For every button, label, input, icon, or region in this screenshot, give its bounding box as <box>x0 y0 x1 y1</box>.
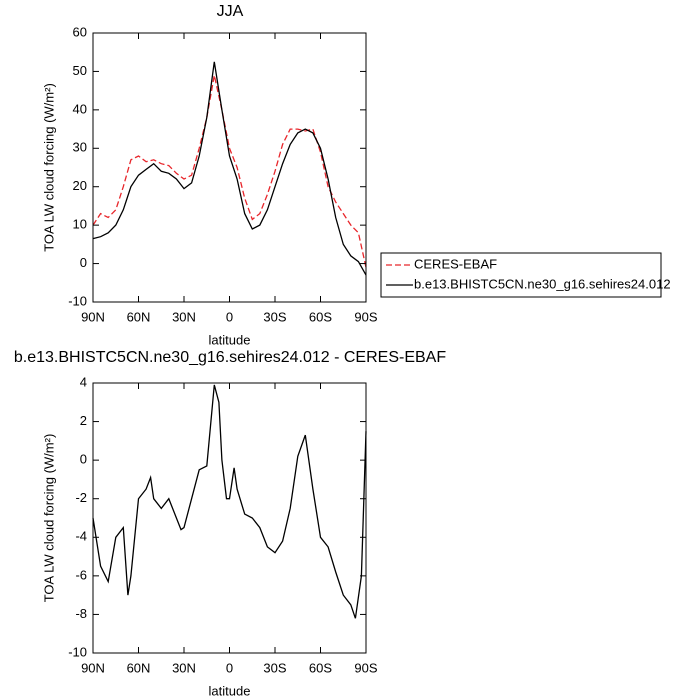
x-tick-label: 90S <box>354 309 377 324</box>
y-tick-label: 20 <box>73 178 87 193</box>
y-tick-label: 0 <box>80 255 87 270</box>
y-tick-label: 4 <box>80 374 87 389</box>
data-line <box>92 75 367 268</box>
y-tick-label: -10 <box>68 293 87 308</box>
x-axis-label: latitude <box>209 683 251 698</box>
y-tick-label: 10 <box>73 217 87 232</box>
y-tick-label: 0 <box>80 452 87 467</box>
x-tick-label: 0 <box>226 309 233 324</box>
x-tick-label: 30S <box>263 660 286 675</box>
x-axis-label: latitude <box>209 332 251 347</box>
y-tick-label: 40 <box>73 101 87 116</box>
x-tick-label: 30N <box>172 660 196 675</box>
y-tick-label: 2 <box>80 413 87 428</box>
x-tick-label: 60S <box>309 660 332 675</box>
y-tick-label: -10 <box>68 644 87 659</box>
y-tick-label: 30 <box>73 140 87 155</box>
y-axis-label: TOA LW cloud forcing (W/m²) <box>41 434 56 603</box>
x-tick-label: 90S <box>354 660 377 675</box>
chart-title: JJA <box>217 3 244 20</box>
x-tick-label: 60N <box>127 309 151 324</box>
y-tick-label: 50 <box>73 63 87 78</box>
y-tick-label: -4 <box>75 529 87 544</box>
chart-title: b.e13.BHISTC5CN.ne30_g16.sehires24.012 -… <box>14 349 446 366</box>
legend-box <box>380 252 662 298</box>
x-tick-label: 60N <box>127 660 151 675</box>
x-tick-label: 30N <box>172 309 196 324</box>
plot-frame <box>92 382 367 654</box>
data-line <box>92 384 367 619</box>
y-tick-label: -8 <box>75 606 87 621</box>
x-tick-label: 0 <box>226 660 233 675</box>
legend-label: b.e13.BHISTC5CN.ne30_g16.sehires24.012 <box>414 276 671 291</box>
y-tick-label: -2 <box>75 490 87 505</box>
x-tick-label: 60S <box>309 309 332 324</box>
x-tick-label: 30S <box>263 309 286 324</box>
x-tick-label: 90N <box>81 660 105 675</box>
data-line <box>92 61 367 276</box>
y-tick-label: 60 <box>73 24 87 39</box>
x-tick-label: 90N <box>81 309 105 324</box>
y-axis-label: TOA LW cloud forcing (W/m²) <box>41 83 56 252</box>
legend-label: CERES-EBAF <box>414 256 497 271</box>
y-tick-label: -6 <box>75 567 87 582</box>
